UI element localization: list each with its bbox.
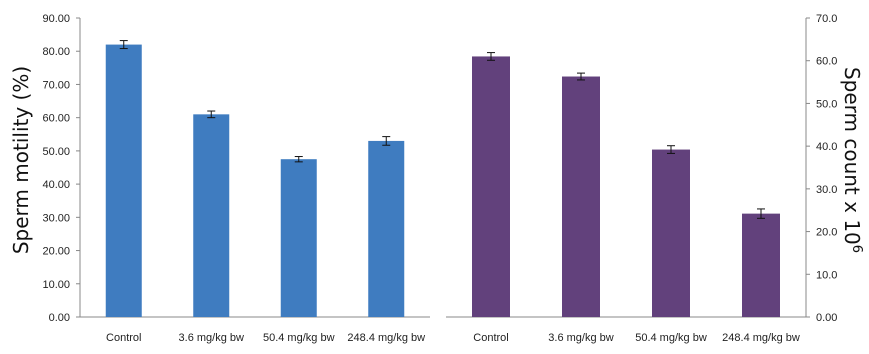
left-y-tick-label: 10.00 — [42, 279, 70, 291]
left-bar — [280, 159, 317, 317]
right-y-tick-label: 30.0 — [816, 184, 837, 196]
right-y-tick-label: 40.0 — [816, 141, 837, 153]
right-x-tick-label: Control — [473, 332, 508, 344]
right-bar — [742, 213, 780, 317]
right-bar — [652, 149, 690, 317]
left-y-tick-label: 20.00 — [42, 246, 70, 258]
right-y-tick-label: 70.0 — [816, 13, 837, 25]
count-y-axis-label-text: Sperm count x 10 — [840, 67, 864, 245]
left-x-tick-label: Control — [106, 332, 141, 344]
left-bar — [193, 114, 230, 317]
right-bar — [472, 56, 510, 317]
left-x-tick-label: 3.6 mg/kg bw — [179, 332, 244, 344]
right-y-tick-label: 10.0 — [816, 269, 837, 281]
sperm-count-chart: Sperm count x 106 0.00 10.0 20.0 30.0 40.0 50… — [446, 13, 864, 344]
left-bar — [368, 140, 405, 317]
left-y-tick-label: 80.00 — [42, 46, 70, 58]
left-x-tick-label: 50.4 mg/kg bw — [263, 332, 335, 344]
count-y-axis-label: Sperm count x 106 — [840, 67, 864, 253]
right-y-tick-label: 20.0 — [816, 227, 837, 239]
sperm-motility-chart: Sperm motility (%) 0.00 10.00 20.00 30.00 40… — [9, 13, 430, 344]
left-y-tick-label: 50.00 — [42, 146, 70, 158]
left-bar — [105, 44, 142, 317]
left-y-tick-label: 0.00 — [49, 312, 70, 324]
motility-y-axis-label: Sperm motility (%) — [9, 66, 33, 254]
right-bar — [562, 76, 600, 317]
left-y-tick-label: 70.00 — [42, 79, 70, 91]
left-y-tick-label: 90.00 — [42, 13, 70, 25]
left-y-tick-label: 30.00 — [42, 212, 70, 224]
left-y-tick-label: 40.00 — [42, 179, 70, 191]
right-y-tick-label: 0.00 — [816, 312, 837, 324]
right-x-tick-label: 3.6 mg/kg bw — [548, 332, 613, 344]
count-y-axis-label-exponent: 6 — [849, 245, 864, 253]
right-x-tick-label: 248.4 mg/kg bw — [722, 332, 800, 344]
right-y-tick-label: 50.0 — [816, 98, 837, 110]
right-y-tick-label: 60.0 — [816, 56, 837, 68]
right-x-tick-label: 50.4 mg/kg bw — [635, 332, 707, 344]
left-y-tick-label: 60.00 — [42, 113, 70, 125]
left-x-tick-label: 248.4 mg/kg bw — [347, 332, 425, 344]
